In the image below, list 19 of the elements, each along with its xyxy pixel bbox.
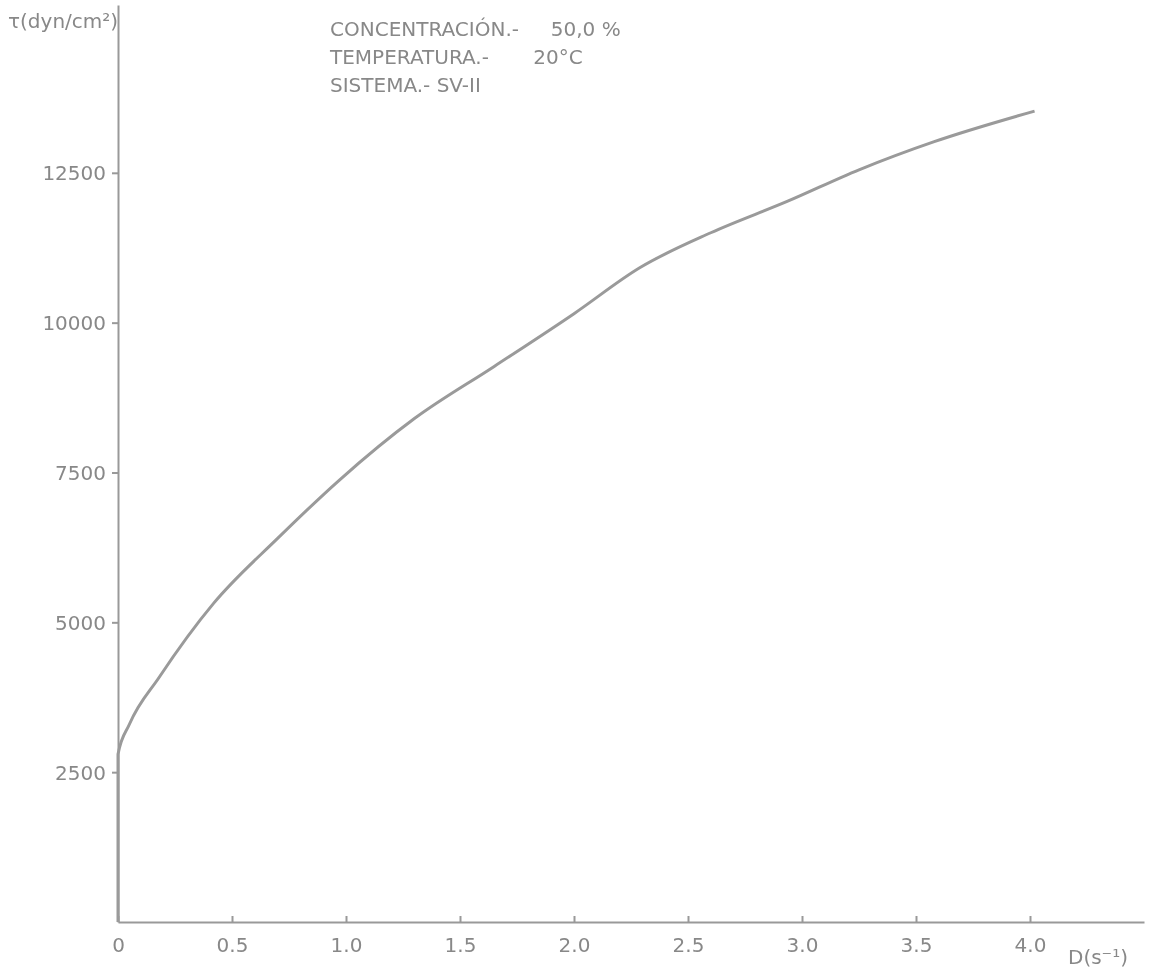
x-tick-label: 2.0: [558, 933, 591, 958]
y-tick-label: 5000: [55, 610, 106, 635]
annotation: TEMPERATURA.- 20°C: [329, 45, 583, 69]
x-tick-label: 0.5: [216, 933, 249, 958]
annotation: CONCENTRACIÓN.- 50,0 %: [330, 17, 621, 41]
y-tick-label: 7500: [55, 460, 106, 485]
y-tick-label: 12500: [42, 161, 106, 186]
x-tick-label: 0: [112, 933, 125, 958]
x-tick-label: 3.0: [786, 933, 819, 958]
x-tick-label: 1.0: [330, 933, 363, 958]
y-axis-title: τ(dyn/cm²): [8, 9, 119, 33]
x-tick-label: 2.5: [672, 933, 705, 958]
y-tick-label: 2500: [55, 760, 106, 785]
annotation: SISTEMA.- SV-II: [330, 73, 481, 97]
x-axis-title: D(s⁻¹): [1068, 945, 1128, 969]
x-tick-label: 1.5: [444, 933, 477, 958]
y-tick-label: 10000: [42, 311, 106, 336]
x-tick-label: 3.5: [900, 933, 933, 958]
x-tick-label: 4.0: [1014, 933, 1047, 958]
